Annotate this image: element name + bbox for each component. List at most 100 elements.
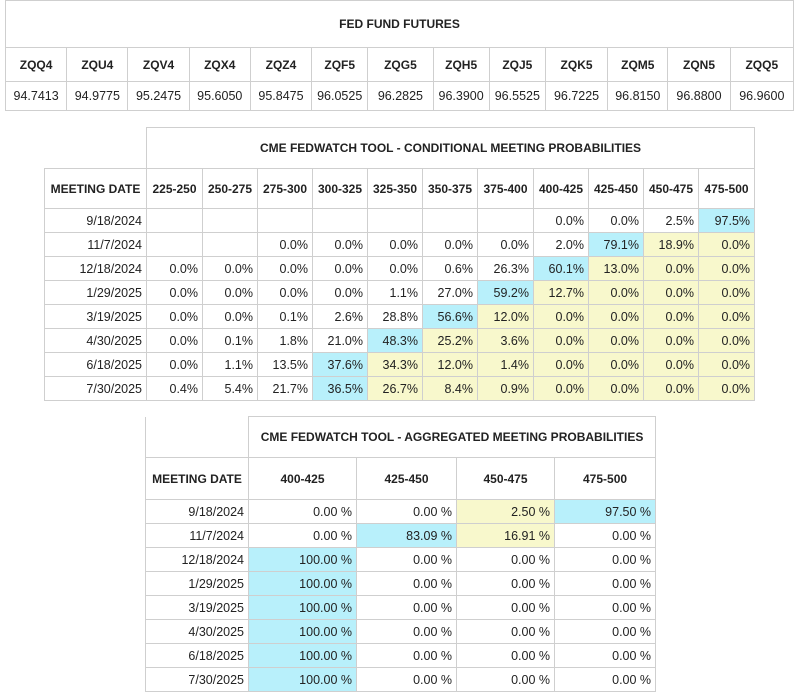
agg-probability-cell: 0.00 % [553,667,657,692]
cond-range-header: 225-250 [146,168,203,209]
cond-range-header: 400-425 [533,168,589,209]
agg-date-cell: 11/7/2024 [145,523,249,548]
cond-range-header: 325-350 [367,168,423,209]
cond-date-cell: 9/18/2024 [44,208,147,233]
cond-probability-cell: 13.5% [257,352,313,377]
table-row: 1/29/2025 100.00 % 0.00 % 0.00 % 0.00 % [145,571,657,596]
agg-probability-cell: 2.50 % [456,499,555,524]
agg-probability-cell: 100.00 % [248,547,357,572]
futures-header-cell: ZQK5 [544,47,609,82]
cond-probability-cell: 0.0% [257,256,313,281]
futures-header-cell: ZQH5 [432,47,490,82]
cond-probability-cell: 36.5% [312,376,368,401]
cond-probability-cell [367,208,423,233]
cond-probability-cell: 8.4% [422,376,478,401]
cond-probability-cell [477,208,534,233]
agg-date-cell: 1/29/2025 [145,571,249,596]
futures-value-cell: 94.9775 [66,81,129,111]
cond-probability-cell: 0.0% [588,280,644,305]
cond-probability-cell: 0.0% [367,232,423,257]
futures-header-cell: ZQJ5 [488,47,546,82]
cond-probability-cell: 0.0% [697,328,756,353]
agg-probability-cell: 0.00 % [356,547,457,572]
cond-probability-cell: 59.2% [477,280,534,305]
agg-probability-cell: 0.00 % [553,547,657,572]
cond-probability-cell: 0.0% [422,232,478,257]
cond-date-cell: 3/19/2025 [44,304,147,329]
agg-probability-cell: 0.00 % [553,619,657,644]
agg-probability-cell: 0.00 % [456,667,555,692]
cond-probability-cell: 18.9% [643,232,699,257]
cond-range-header: 275-300 [257,168,313,209]
cond-probability-cell: 13.0% [588,256,644,281]
futures-header-cell: ZQM5 [607,47,669,82]
futures-value-cell: 96.5525 [488,81,546,111]
agg-probability-cell: 0.00 % [356,619,457,644]
futures-title: FED FUND FUTURES [5,0,794,48]
cond-probability-cell: 1.1% [367,280,423,305]
cond-probability-cell: 0.0% [146,256,203,281]
cond-probability-cell [312,208,368,233]
cond-probability-cell: 0.0% [202,280,258,305]
aggregated-probabilities-table: CME FEDWATCH TOOL - AGGREGATED MEETING P… [145,416,657,692]
table-row: 7/30/2025 100.00 % 0.00 % 0.00 % 0.00 % [145,667,657,692]
cond-probability-cell: 60.1% [533,256,589,281]
cond-probability-cell: 0.0% [643,280,699,305]
cond-probability-cell: 0.0% [697,376,756,401]
cond-probability-cell: 0.0% [146,352,203,377]
cond-probability-cell: 26.3% [477,256,534,281]
futures-header-cell: ZQU4 [66,47,129,82]
cond-probability-cell: 0.0% [257,280,313,305]
futures-value-cell: 96.8150 [607,81,669,111]
agg-probability-cell: 0.00 % [456,571,555,596]
cond-title: CME FEDWATCH TOOL - CONDITIONAL MEETING … [145,127,756,169]
futures-value-cell: 96.9600 [729,81,795,111]
futures-value-cell: 96.7225 [544,81,609,111]
table-row: 12/18/2024 0.0% 0.0% 0.0% 0.0% 0.0% 0.6% 26.3% 6… [44,256,756,281]
futures-value-cell: 96.3900 [432,81,490,111]
cond-date-cell: 4/30/2025 [44,328,147,353]
cond-probability-cell: 21.7% [257,376,313,401]
cond-probability-cell [422,208,478,233]
agg-date-cell: 7/30/2025 [145,667,249,692]
cond-probability-cell: 25.2% [422,328,478,353]
cond-probability-cell: 56.6% [422,304,478,329]
agg-probability-cell: 97.50 % [553,499,657,524]
cond-probability-cell: 0.6% [422,256,478,281]
cond-probability-cell: 0.0% [588,208,644,233]
agg-range-header: 400-425 [248,457,357,500]
futures-header-cell: ZQX4 [188,47,251,82]
cond-probability-cell [146,208,203,233]
cond-probability-cell: 0.0% [588,352,644,377]
cond-probability-cell: 0.0% [533,352,589,377]
cond-probability-cell [202,232,258,257]
cond-date-header: MEETING DATE [44,168,147,209]
futures-value-cell: 95.8475 [249,81,313,111]
agg-probability-cell: 0.00 % [356,571,457,596]
cond-probability-cell: 28.8% [367,304,423,329]
fed-fund-futures-table: FED FUND FUTURES ZQQ4 ZQU4 ZQV4 ZQX4 ZQZ4 ZQF… [4,0,795,111]
cond-probability-cell [257,208,313,233]
cond-probability-cell: 0.0% [697,232,756,257]
cond-probability-cell: 0.0% [697,256,756,281]
agg-probability-cell: 83.09 % [356,523,457,548]
table-row: 4/30/2025 0.0% 0.1% 1.8% 21.0% 48.3% 25.2% 3.6%… [44,328,756,353]
agg-probability-cell: 0.00 % [356,643,457,668]
cond-probability-cell: 0.4% [146,376,203,401]
cond-probability-cell: 0.0% [146,280,203,305]
cond-probability-cell: 0.0% [643,376,699,401]
futures-value-cell: 96.2825 [367,81,434,111]
cond-probability-cell: 0.0% [697,304,756,329]
agg-date-cell: 6/18/2025 [145,643,249,668]
cond-probability-cell: 0.0% [257,232,313,257]
cond-probability-cell: 0.0% [146,304,203,329]
cond-range-header: 350-375 [422,168,478,209]
cond-probability-cell: 0.0% [533,376,589,401]
cond-probability-cell [202,208,258,233]
cond-probability-cell: 12.0% [477,304,534,329]
cond-probability-cell: 2.0% [533,232,589,257]
cond-probability-cell: 0.0% [312,256,368,281]
cond-probability-cell: 0.0% [367,256,423,281]
agg-range-header: 450-475 [456,457,555,500]
table-row: 9/18/2024 0.00 % 0.00 % 2.50 % 97.50 % [145,499,657,524]
